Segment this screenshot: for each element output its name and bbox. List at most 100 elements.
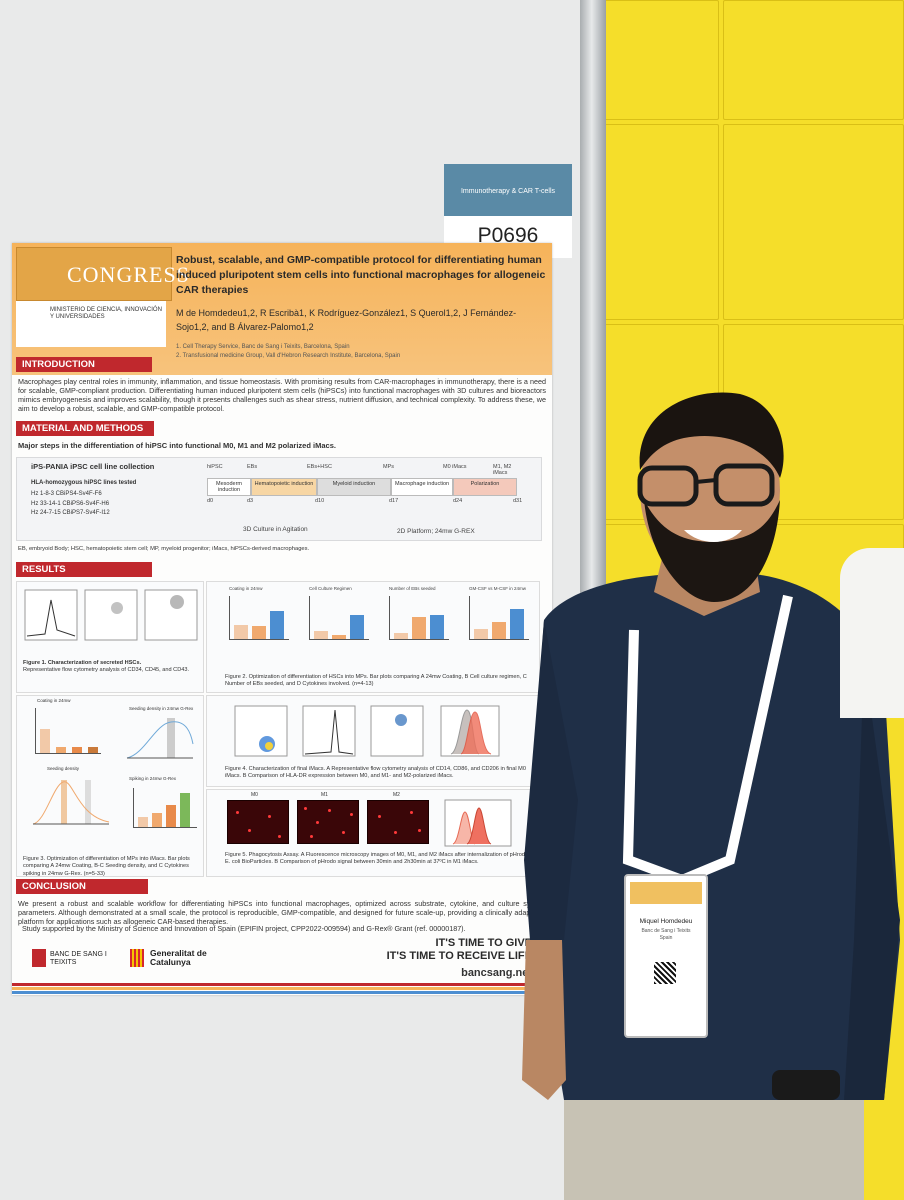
micro-label: M1 <box>321 792 328 798</box>
figure-2-panel-label: Number of EBs seeded <box>389 586 436 591</box>
figure-4: Figure 4. Characterization of final iMac… <box>206 695 540 787</box>
poster-title: Robust, scalable, and GMP-compatible pro… <box>176 254 546 297</box>
figure-1-caption-text: Representative flow cytometry analysis o… <box>23 667 190 674</box>
bar <box>252 626 266 639</box>
figure-2-panel-label: Cell Culture Regimen <box>309 586 352 591</box>
bar <box>350 615 364 639</box>
bar <box>394 633 408 639</box>
bar-plot <box>309 596 369 640</box>
wall-tile <box>601 0 719 120</box>
cell-line-heading: iPS-PANIA iPSC cell line collection <box>31 462 155 471</box>
badge-qr-code <box>654 962 676 984</box>
timeline-stage: Hematopoietic induction <box>251 478 317 496</box>
badge-role: Spain <box>659 935 673 941</box>
bar-plot <box>469 596 529 640</box>
timeline-day: d3 <box>247 498 254 504</box>
seeding-density-histogram <box>32 780 110 825</box>
poster-affiliations: 1. Cell Therapy Service, Banc de Sang i … <box>176 343 548 361</box>
culture-2d-label: 2D Platform; 24mw G-REX <box>397 528 475 535</box>
gencat-logo-icon <box>130 949 144 967</box>
seeding-density-curve <box>126 718 194 759</box>
timeline-top-label: EBs <box>247 464 258 470</box>
bar <box>430 615 444 639</box>
bar-plot <box>133 788 197 828</box>
figure-3: Coating in 24mw Seeding density in 24mw … <box>16 695 204 877</box>
figure-3-panel-label: Seeding density in 24mw G-Rex <box>129 706 194 711</box>
timeline-stage: Polarization <box>453 478 517 496</box>
figure-2-caption: Figure 2. Optimization of differentiatio… <box>225 674 527 688</box>
hla-line: Hz 1-8-3 CBiPS4-Sv4F-F6 <box>31 491 102 497</box>
poster-authors: M de Homdedeu1,2, R Escribà1, K Rodrígue… <box>176 308 517 332</box>
congress-logo: CONGRESS <box>16 247 189 301</box>
bar <box>72 747 82 753</box>
wall-tile <box>723 124 904 320</box>
figure-2-panel-labels: Coating in 24mw Cell Culture Regimen Num… <box>213 586 535 594</box>
bar <box>234 625 248 639</box>
methods-subheading: Major steps in the differentiation of hi… <box>18 441 336 450</box>
figure-1-caption: Figure 1. Characterization of secreted H… <box>23 660 199 675</box>
bar-plot <box>229 596 289 640</box>
slogan-line-2: IT'S TIME TO RECEIVE LIFE <box>386 949 532 962</box>
gencat-logo-text: Generalitat de Catalunya <box>150 948 207 968</box>
badge-name: Miquel Homdedeu <box>639 918 693 925</box>
bar-plot <box>389 596 449 640</box>
figure-3-panel-label: Coating in 24mw <box>37 698 71 703</box>
timeline-day: d0 <box>207 498 214 504</box>
figure-3-panel-label: Spiking in 24mw G-Rex <box>129 776 177 781</box>
micrograph-m2 <box>367 800 429 844</box>
timeline-day: d10 <box>315 498 325 504</box>
timeline-top-label: MPs <box>383 464 394 470</box>
bystander <box>840 548 904 718</box>
conclusion-heading: CONCLUSION <box>16 879 148 894</box>
timeline-day: d24 <box>453 498 463 504</box>
phrodo-histogram <box>444 799 512 847</box>
bar <box>412 617 426 639</box>
hla-line: Hz 33-14-1 CBiPS6-Sv4F-H6 <box>31 500 110 507</box>
figure-5: M0 M1 M2 Figure 5. Phagocytosis Assay. A… <box>206 789 540 877</box>
slogan: IT'S TIME TO GIVE IT'S TIME TO RECEIVE L… <box>312 937 532 962</box>
bar <box>138 817 148 827</box>
introduction-text: Macrophages play central roles in immuni… <box>18 377 546 413</box>
figure-2: Coating in 24mw Cell Culture Regimen Num… <box>206 581 540 693</box>
figure-4-plots <box>234 705 500 757</box>
timeline-day: d31 <box>513 498 523 504</box>
scientific-poster: CONGRESS MINISTERIO DE CIENCIA, INNOVACI… <box>12 243 552 995</box>
methods-diagram: iPS-PANIA iPSC cell line collection HLA-… <box>16 457 542 541</box>
hla-line: Hz 24-7-15 CBiPS7-Sv4F-I12 <box>31 510 110 517</box>
bar <box>474 629 488 639</box>
micro-label: M2 <box>393 792 400 798</box>
footer-stripe <box>12 983 552 986</box>
figure-5-caption: Figure 5. Phagocytosis Assay. A Fluoresc… <box>225 852 529 866</box>
methods-heading: MATERIAL AND METHODS <box>16 421 154 436</box>
bar <box>492 622 506 639</box>
figure-1: Figure 1. Characterization of secreted H… <box>16 581 204 693</box>
timeline-top-labels: hiPSC EBs EBs+HSC MPs M0 iMacs M1, M2 iM… <box>207 464 527 476</box>
flow-cytometry-plots <box>24 589 198 641</box>
timeline-days: d0 d3 d10 d17 d24 d31 <box>207 498 527 506</box>
badge-congress-banner <box>630 882 702 904</box>
name-badge: Miquel Homdedeu Banc de Sang i Teixits S… <box>624 874 708 1038</box>
bar <box>314 631 328 639</box>
timeline-top-label: M0 iMacs <box>443 464 467 470</box>
category-tag: Immunotherapy & CAR T-cells <box>444 164 572 216</box>
figure-2-panel-label: GM-CSF vs M-CSF in 24mw <box>469 586 527 591</box>
micrograph-m0 <box>227 800 289 844</box>
timeline-top-label: EBs+HSC <box>307 464 332 470</box>
wall-tile <box>723 0 904 120</box>
wall-tile <box>601 124 719 320</box>
bar-plot <box>35 708 101 754</box>
affiliation-2: 2. Transfusional medicine Group, Vall d'… <box>176 353 401 359</box>
bar <box>56 747 66 753</box>
funding-text: Study supported by the Ministry of Scien… <box>22 924 466 933</box>
figure-4-caption: Figure 4. Characterization of final iMac… <box>225 766 526 780</box>
micrograph-m1 <box>297 800 359 844</box>
figure-2-panel-label: Coating in 24mw <box>229 586 263 591</box>
badge-org: Banc de Sang i Teixits <box>641 928 691 934</box>
footer-stripe <box>12 987 552 990</box>
results-heading: RESULTS <box>16 562 152 577</box>
presenter-person <box>522 392 900 1200</box>
introduction-heading: INTRODUCTION <box>16 357 152 372</box>
bar <box>152 813 162 827</box>
culture-3d-label: 3D Culture in Agitation <box>243 526 308 533</box>
bar <box>180 793 190 827</box>
